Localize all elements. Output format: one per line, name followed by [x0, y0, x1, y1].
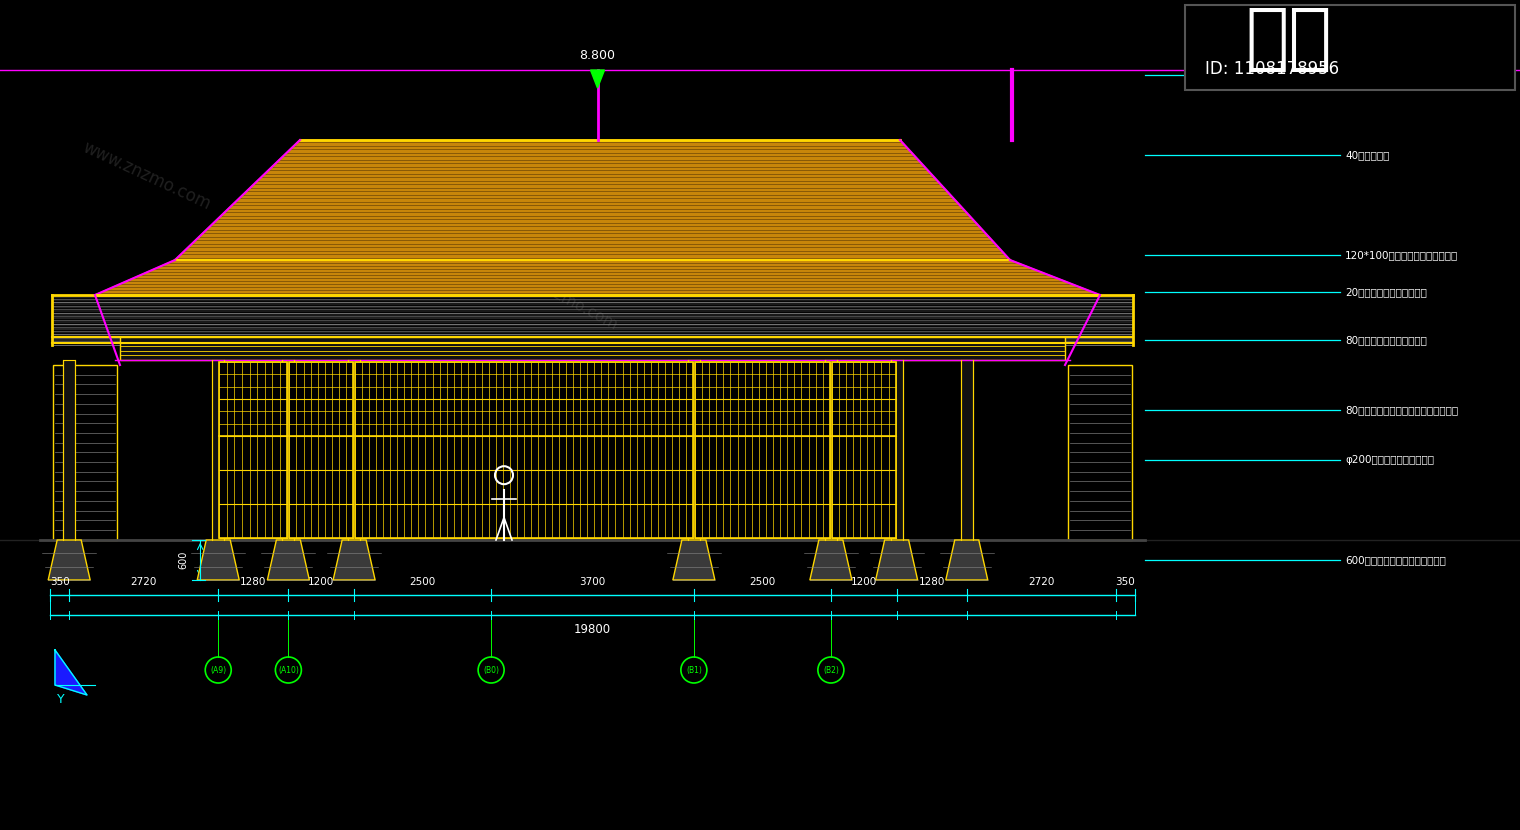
Polygon shape [673, 540, 714, 580]
Text: 1200: 1200 [851, 577, 877, 587]
Bar [689, 360, 699, 540]
Text: (A9): (A9) [210, 666, 226, 675]
Text: 知末网www.znzmo.com: 知末网www.znzmo.com [701, 399, 845, 483]
Text: 1280: 1280 [918, 577, 945, 587]
Text: 350: 350 [50, 577, 70, 587]
Text: 20厚瓦板（有机复合仿木）: 20厚瓦板（有机复合仿木） [1345, 287, 1427, 297]
Text: 120*100厚压条（有机复合仿木）: 120*100厚压条（有机复合仿木） [1345, 250, 1458, 260]
Text: 1280: 1280 [240, 577, 266, 587]
Text: 100厚攒尖构件（有机复合仿木）: 100厚攒尖构件（有机复合仿木） [1345, 70, 1446, 80]
Text: 80厚斗拱（有机复合仿木）: 80厚斗拱（有机复合仿木） [1345, 335, 1427, 345]
Bar [53, 365, 117, 540]
Text: Y: Y [58, 693, 65, 706]
Bar [356, 362, 693, 538]
Text: 1200: 1200 [309, 577, 334, 587]
Text: (A10): (A10) [278, 666, 299, 675]
Text: (B0): (B0) [483, 666, 499, 675]
Bar [961, 360, 973, 540]
Bar [52, 295, 1132, 345]
Bar [695, 362, 830, 538]
Text: 80厚花格门（有机复合仿木），可推拉: 80厚花格门（有机复合仿木），可推拉 [1345, 405, 1458, 415]
Text: www.znzmo.com: www.znzmo.com [299, 178, 435, 254]
Polygon shape [876, 540, 918, 580]
Text: www.znzmo.com: www.znzmo.com [900, 212, 1021, 283]
Polygon shape [55, 650, 87, 695]
Bar [831, 362, 895, 538]
Text: 8.800: 8.800 [579, 49, 616, 62]
Text: 2720: 2720 [131, 577, 157, 587]
Text: www.znzmo.com: www.znzmo.com [81, 139, 214, 214]
Polygon shape [198, 540, 239, 580]
Text: ID: 1108178956: ID: 1108178956 [1205, 60, 1339, 78]
Text: 知末网: 知末网 [400, 353, 436, 384]
Text: 2720: 2720 [1028, 577, 1055, 587]
Polygon shape [94, 260, 1100, 295]
Bar [825, 360, 838, 540]
Text: 2500: 2500 [409, 577, 436, 587]
Text: 3700: 3700 [579, 577, 605, 587]
Text: 600: 600 [178, 551, 188, 569]
Bar [289, 362, 353, 538]
Text: 600高柱墩（无机仿石），仿白麻: 600高柱墩（无机仿石），仿白麻 [1345, 555, 1446, 565]
Polygon shape [810, 540, 851, 580]
Polygon shape [175, 140, 1009, 260]
Bar [213, 360, 225, 540]
Bar [1186, 5, 1515, 90]
Text: 2500: 2500 [749, 577, 775, 587]
Bar [283, 360, 295, 540]
Bar [348, 360, 360, 540]
Polygon shape [945, 540, 988, 580]
Bar [64, 360, 74, 540]
Polygon shape [590, 70, 605, 88]
Text: 知末: 知末 [1245, 5, 1332, 74]
Polygon shape [268, 540, 310, 580]
Text: 350: 350 [1116, 577, 1135, 587]
Bar [891, 360, 903, 540]
Bar [120, 337, 1066, 360]
Polygon shape [49, 540, 90, 580]
Text: 19800: 19800 [575, 623, 611, 636]
Text: (B2): (B2) [822, 666, 839, 675]
Text: www.znzmo.com: www.znzmo.com [500, 260, 620, 333]
Text: www.znzmo.com: www.znzmo.com [701, 145, 822, 213]
Text: 40厚仿真茅草: 40厚仿真茅草 [1345, 150, 1389, 160]
Polygon shape [333, 540, 375, 580]
Text: φ200圆柱（有机复合仿木）: φ200圆柱（有机复合仿木） [1345, 455, 1433, 465]
Bar [219, 362, 287, 538]
Text: (B1): (B1) [686, 666, 702, 675]
Bar [1069, 365, 1132, 540]
